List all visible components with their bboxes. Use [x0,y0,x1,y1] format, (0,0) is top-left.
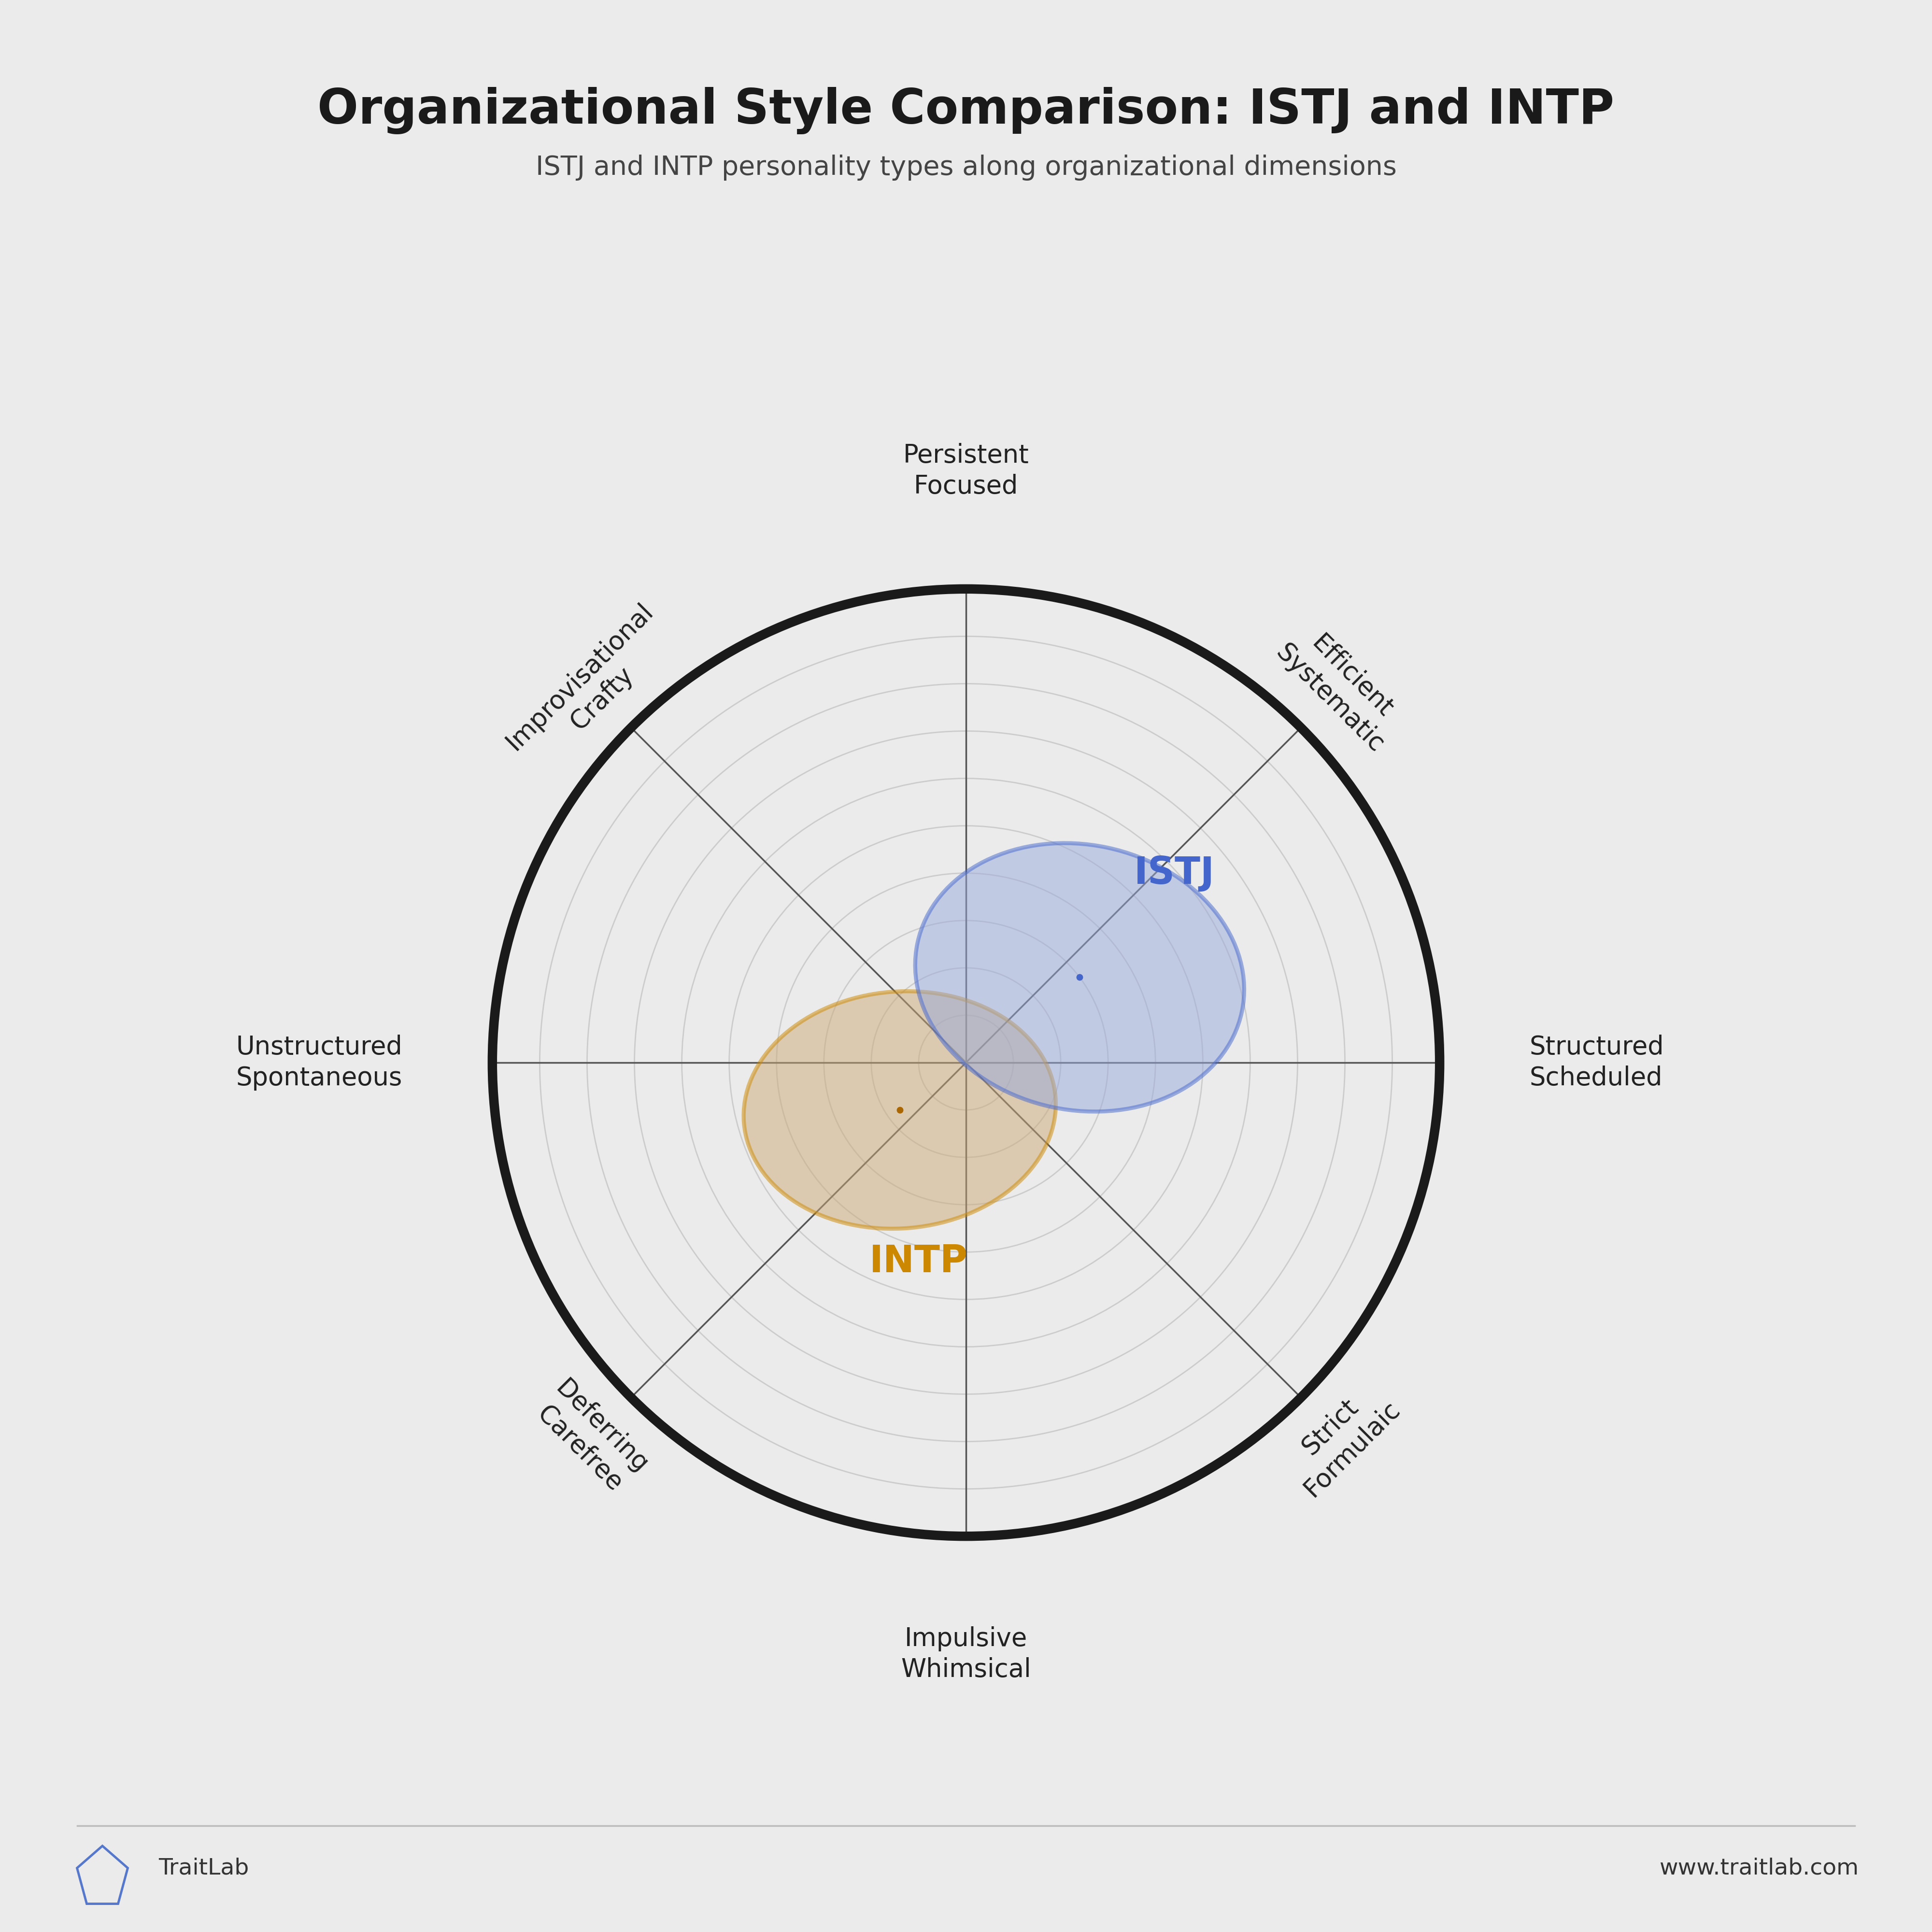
Text: Persistent
Focused: Persistent Focused [902,442,1030,498]
Text: www.traitlab.com: www.traitlab.com [1660,1857,1859,1880]
Text: INTP: INTP [869,1242,968,1279]
Text: Organizational Style Comparison: ISTJ and INTP: Organizational Style Comparison: ISTJ an… [317,87,1615,135]
Ellipse shape [744,991,1055,1229]
Text: Unstructured
Spontaneous: Unstructured Spontaneous [236,1034,402,1092]
Text: Impulsive
Whimsical: Impulsive Whimsical [900,1627,1032,1683]
Text: Strict
Formulaic: Strict Formulaic [1277,1374,1405,1501]
Text: TraitLab: TraitLab [158,1857,249,1880]
Text: Structured
Scheduled: Structured Scheduled [1530,1034,1663,1092]
Text: Efficient
Systematic: Efficient Systematic [1271,618,1410,757]
Text: ISTJ: ISTJ [1134,854,1215,891]
Text: ISTJ and INTP personality types along organizational dimensions: ISTJ and INTP personality types along or… [535,155,1397,182]
Ellipse shape [916,842,1244,1111]
Text: Improvisational
Crafty: Improvisational Crafty [502,599,680,777]
Text: Deferring
Carefree: Deferring Carefree [529,1376,653,1499]
